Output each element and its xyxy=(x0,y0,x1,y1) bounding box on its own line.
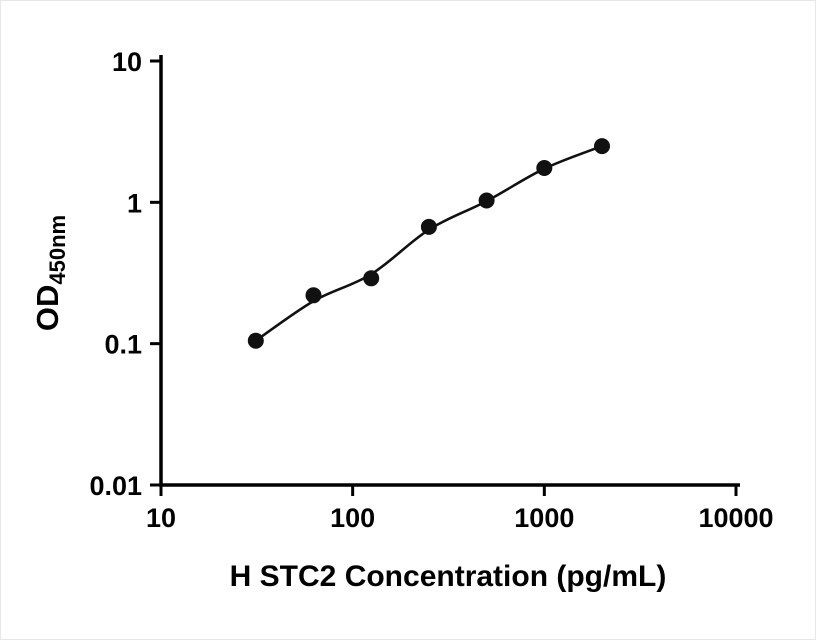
fit-curve xyxy=(255,144,603,342)
axes xyxy=(159,55,740,487)
axis-lines xyxy=(159,55,740,487)
plot-area xyxy=(247,138,610,349)
data-point xyxy=(247,332,264,349)
y-tick-label: 0.1 xyxy=(104,330,142,360)
ticks xyxy=(150,59,738,496)
x-axis-title: H STC2 Concentration (pg/mL) xyxy=(230,560,667,593)
y-tick-label: 10 xyxy=(112,47,142,77)
data-point xyxy=(420,218,437,235)
y-axis-title: OD450nm xyxy=(30,215,70,331)
data-point xyxy=(536,160,553,176)
x-tick-label: 100 xyxy=(330,503,375,533)
y-tick-label: 0.01 xyxy=(89,471,142,501)
x-tick-label: 10000 xyxy=(698,503,773,533)
y-axis-title-main: OD xyxy=(30,285,65,332)
y-tick-label: 1 xyxy=(127,188,142,218)
x-tick-label: 10 xyxy=(146,503,176,533)
data-point xyxy=(363,270,380,287)
data-point xyxy=(478,192,495,209)
data-point xyxy=(594,138,610,155)
y-axis-title-sub: 450nm xyxy=(45,215,70,285)
data-point xyxy=(305,287,322,304)
x-tick-label: 1000 xyxy=(514,503,574,533)
